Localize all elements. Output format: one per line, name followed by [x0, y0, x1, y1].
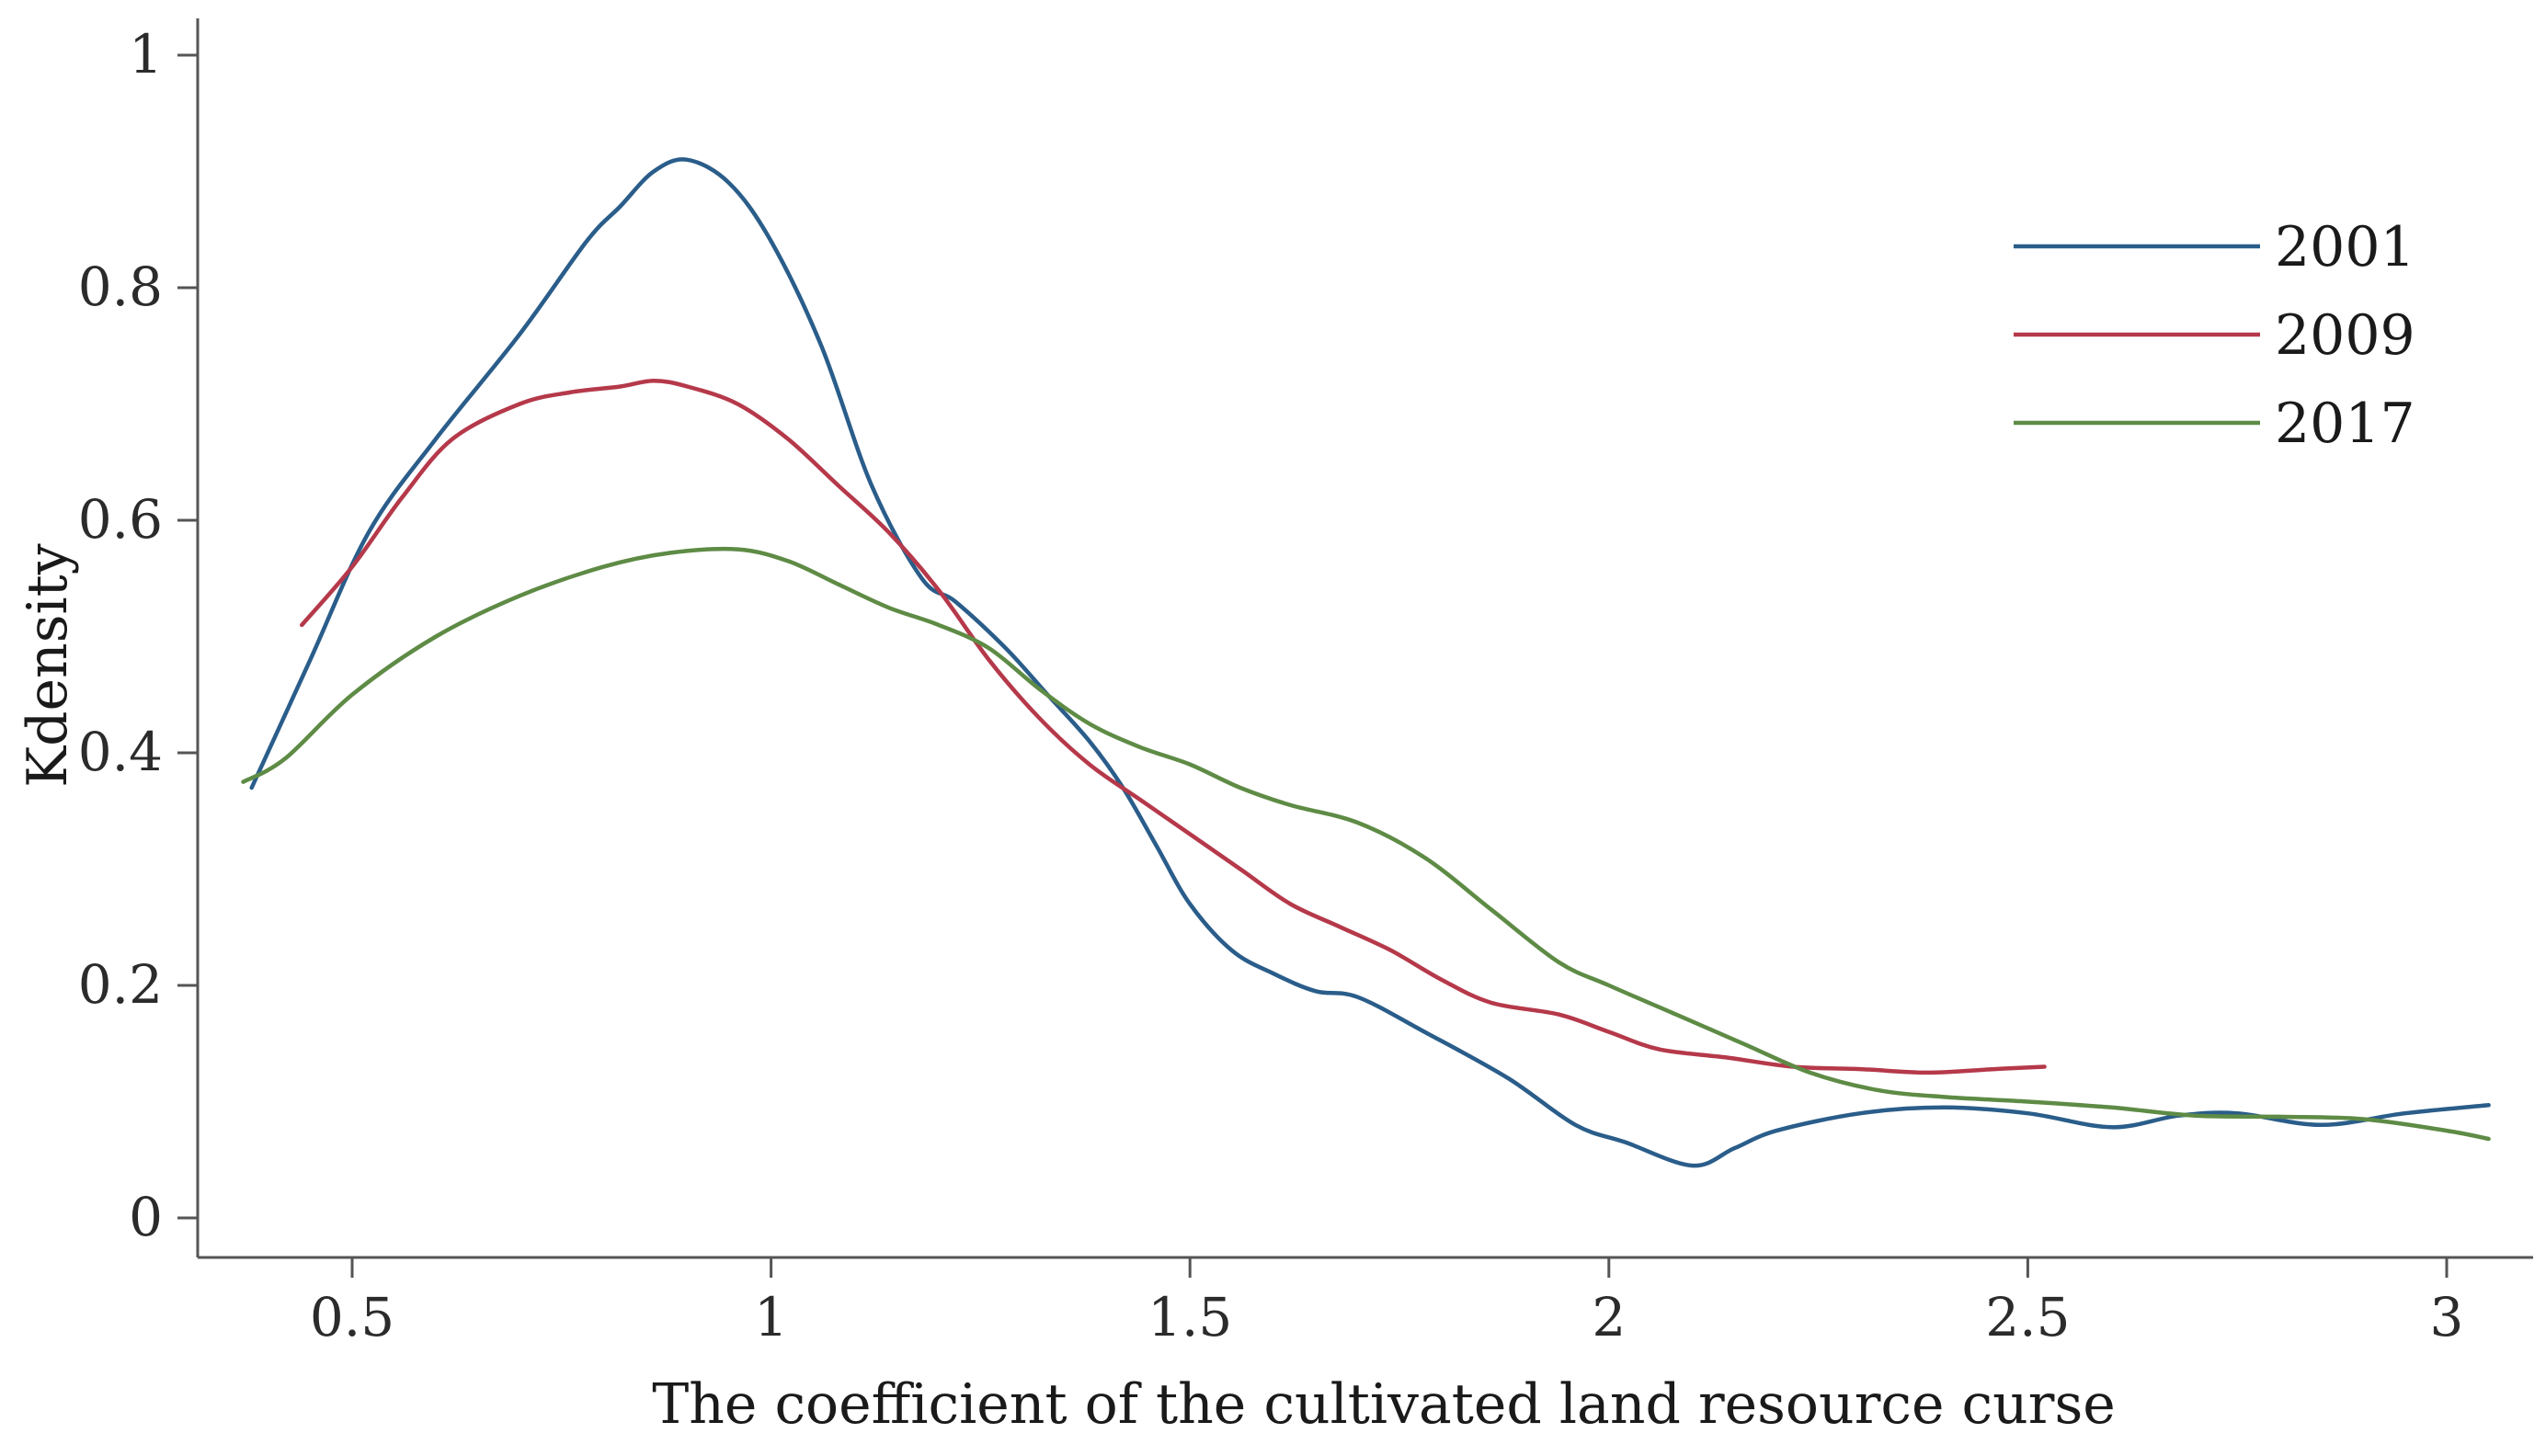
y-tick-label: 0.2 [78, 953, 163, 1016]
legend-label-2017: 2017 [2275, 392, 2415, 456]
y-tick-label: 0.4 [78, 721, 163, 783]
x-tick-label: 2.5 [1985, 1286, 2070, 1348]
series-line-2017 [241, 546, 2491, 1142]
x-axis-title: The coefficient of the cultivated land r… [652, 1372, 2116, 1437]
legend-label-2009: 2009 [2275, 303, 2415, 368]
series-lines [241, 157, 2491, 1168]
x-tick-label: 1.5 [1147, 1286, 1232, 1348]
y-tick-label: 1 [129, 23, 163, 85]
y-axis-title: Kdensity [16, 543, 80, 787]
x-tick-label: 3 [2430, 1286, 2464, 1348]
y-tick-label: 0.8 [78, 256, 163, 318]
y-tick-label: 0.6 [78, 488, 163, 551]
series-line-2001 [249, 157, 2491, 1168]
series-line-2009 [300, 378, 2047, 1075]
axes: 0 0.2 0.4 0.6 0.8 1 0.5 1 1.5 2 2.5 3 [78, 18, 2533, 1348]
x-tick-label: 2 [1592, 1286, 1626, 1348]
legend-label-2001: 2001 [2275, 215, 2415, 279]
x-tick-label: 0.5 [310, 1286, 394, 1348]
legend: 2001 2009 2017 [2014, 215, 2415, 456]
y-tick-label: 0 [129, 1186, 163, 1248]
x-tick-label: 1 [754, 1286, 788, 1348]
